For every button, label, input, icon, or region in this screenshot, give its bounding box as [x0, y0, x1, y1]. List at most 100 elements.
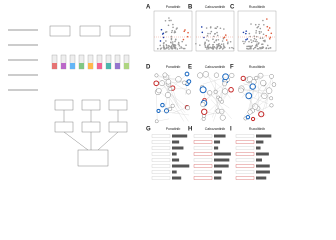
workflow-diagram: [49, 25, 131, 167]
node: [162, 72, 168, 78]
panel-letter: B: [188, 5, 193, 11]
dot: [170, 37, 173, 40]
dot: [213, 41, 216, 44]
edge: [158, 76, 179, 80]
dot: [259, 27, 262, 30]
dot: [165, 44, 168, 46]
dot: [249, 47, 252, 49]
dot: [177, 41, 180, 44]
dot: [184, 29, 186, 31]
dot: [250, 23, 252, 25]
node: [156, 108, 161, 114]
bar-label-box: [151, 158, 171, 162]
bar-label-box: [151, 164, 171, 168]
dot: [186, 35, 189, 38]
dot: [216, 25, 219, 28]
dot: [242, 31, 245, 34]
bar: [214, 146, 219, 150]
dot: [216, 46, 219, 49]
dot: [168, 19, 171, 22]
edge: [257, 74, 260, 109]
dot: [254, 46, 257, 49]
dot: [260, 31, 263, 33]
node: [260, 79, 267, 87]
dot: [170, 38, 173, 41]
dot: [265, 34, 267, 37]
node: [156, 87, 162, 94]
dot: [223, 28, 225, 30]
bar: [214, 176, 222, 180]
node: [154, 119, 159, 124]
dot: [209, 26, 212, 28]
dot: [255, 44, 258, 47]
dot: [255, 43, 258, 46]
bar-label-box: [151, 170, 171, 174]
dot: [251, 44, 253, 47]
dot: [159, 44, 162, 47]
bar: [172, 140, 180, 144]
bar-label-box: [151, 146, 171, 150]
dot: [205, 27, 208, 29]
dot: [246, 47, 249, 50]
dot: [159, 48, 162, 50]
dot: [166, 47, 168, 50]
bar-label-box: [235, 146, 255, 150]
dot: [261, 47, 264, 50]
node: [219, 114, 226, 121]
dot: [195, 42, 197, 45]
dot: [207, 47, 210, 50]
panel-letter: D: [146, 65, 151, 71]
dot: [264, 40, 266, 43]
dot: [252, 40, 255, 42]
node: [218, 97, 223, 102]
dot: [257, 25, 260, 28]
dot: [268, 27, 271, 29]
dot: [269, 36, 272, 39]
dot: [258, 23, 260, 26]
dot: [207, 46, 210, 48]
dot: [172, 23, 174, 26]
bar: [172, 170, 177, 174]
dot: [209, 46, 212, 49]
dot: [170, 46, 173, 49]
dot: [214, 27, 217, 29]
dot: [248, 45, 251, 48]
dot: [261, 43, 264, 45]
dot: [228, 47, 231, 49]
bar: [172, 158, 180, 162]
bar-label-box: [193, 170, 213, 174]
node: [222, 88, 229, 95]
dot: [254, 23, 257, 26]
dot: [215, 39, 217, 42]
dot: [206, 35, 209, 37]
dot: [216, 45, 219, 48]
dot: [164, 19, 167, 22]
dot: [171, 29, 174, 32]
edge: [203, 89, 230, 109]
node: [197, 72, 204, 79]
dot: [253, 35, 256, 37]
bar-label-box: [193, 134, 213, 138]
tube-liquid: [97, 63, 102, 69]
dot: [159, 40, 162, 42]
dot: [160, 28, 163, 31]
dot: [167, 44, 170, 47]
bar: [172, 134, 188, 138]
edge: [202, 88, 216, 105]
dot: [162, 32, 165, 35]
bar: [172, 146, 184, 150]
node: [222, 81, 228, 87]
plot-frame: [153, 10, 193, 52]
bar: [214, 164, 229, 168]
edge: [260, 90, 270, 119]
dot: [170, 19, 172, 22]
dot: [258, 48, 260, 50]
dot: [254, 40, 257, 43]
panel-letter: E: [188, 65, 192, 71]
tube-liquid: [70, 63, 75, 69]
edge: [207, 74, 221, 100]
node: [229, 72, 235, 78]
dot: [207, 44, 209, 47]
box: [79, 25, 101, 37]
dot: [185, 44, 187, 46]
